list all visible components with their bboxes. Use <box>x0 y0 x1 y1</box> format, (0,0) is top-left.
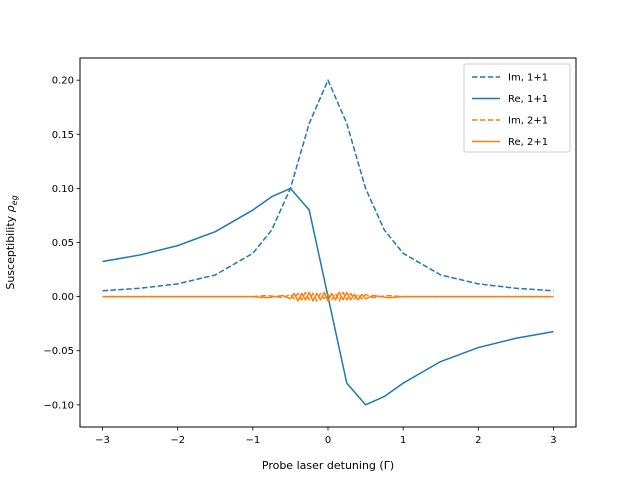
y-axis-label-subscript: eg <box>10 195 19 205</box>
y-axis-label-prefix: Susceptibility <box>4 212 17 289</box>
x-tick-label: −1 <box>245 435 260 446</box>
series-line-3 <box>102 291 554 302</box>
x-tick-label: −2 <box>170 435 185 446</box>
x-tick-label: 0 <box>325 435 331 446</box>
y-axis: −0.10 −0.05 0.00 0.05 0.10 0.15 0.20 <box>43 76 80 411</box>
y-axis-label: Susceptibility ρeg <box>4 195 19 289</box>
x-axis: −3 −2 −1 0 1 2 3 <box>95 427 557 446</box>
series-line-1 <box>102 187 554 406</box>
legend-label: Re, 1+1 <box>508 94 548 105</box>
y-tick-label: 0.10 <box>52 184 74 195</box>
y-tick-label: 0.15 <box>52 130 74 141</box>
legend-label: Im, 2+1 <box>508 116 548 127</box>
y-tick-label: −0.05 <box>43 346 74 357</box>
x-tick-label: 1 <box>400 435 406 446</box>
y-axis-label-symbol: ρ <box>4 205 17 212</box>
plot-lines <box>102 79 554 406</box>
legend-box <box>463 63 571 153</box>
series-line-2 <box>102 291 554 302</box>
legend-label: Im, 1+1 <box>508 73 548 84</box>
x-tick-label: 2 <box>475 435 481 446</box>
y-tick-label: 0.00 <box>52 292 74 303</box>
y-tick-label: 0.20 <box>52 76 74 87</box>
x-tick-label: 3 <box>550 435 556 446</box>
y-tick-label: −0.10 <box>43 400 74 411</box>
x-axis-label: Probe laser detuning (Γ) <box>262 459 394 472</box>
x-tick-label: −3 <box>95 435 110 446</box>
legend: Im, 1+1 Re, 1+1 Im, 2+1 Re, 2+1 <box>463 63 571 153</box>
legend-label: Re, 2+1 <box>508 137 548 148</box>
y-tick-label: 0.05 <box>52 238 74 249</box>
series-line-0 <box>102 79 554 292</box>
